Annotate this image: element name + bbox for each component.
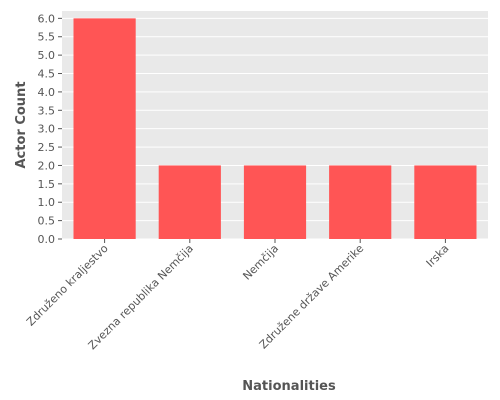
bars xyxy=(73,18,477,239)
bar xyxy=(414,165,477,239)
y-tick-label: 5.0 xyxy=(38,49,56,62)
y-tick-label: 2.5 xyxy=(38,141,56,154)
x-tick-label: Nemčija xyxy=(240,242,281,283)
bar xyxy=(243,165,307,239)
y-tick-label: 0.5 xyxy=(38,215,56,228)
y-tick-label: 0.0 xyxy=(38,233,56,246)
x-axis-title: Nationalities xyxy=(242,379,336,394)
bar xyxy=(158,165,221,239)
x-tick-label: Irska xyxy=(424,242,452,270)
bar xyxy=(73,18,136,239)
y-tick-label: 4.5 xyxy=(38,68,56,81)
y-tick-label: 2.0 xyxy=(38,159,56,172)
y-tick-label: 1.5 xyxy=(38,178,56,191)
y-tick-label: 3.5 xyxy=(38,104,56,117)
y-tick-label: 1.0 xyxy=(38,196,56,209)
y-tick-label: 5.5 xyxy=(38,31,56,44)
x-tick-label: Združeno kraljestvo xyxy=(24,242,111,329)
y-tick-label: 4.0 xyxy=(38,86,56,99)
y-axis-ticks: 0.0 0.5 1.0 1.5 2.0 2.5 3.0 3.5 4.0 4.5 5.0 5.5 6.0 xyxy=(38,12,62,246)
y-axis-title: Actor Count xyxy=(14,81,29,168)
y-tick-label: 3.0 xyxy=(38,123,56,136)
bar xyxy=(329,165,392,239)
y-tick-label: 6.0 xyxy=(38,12,56,25)
